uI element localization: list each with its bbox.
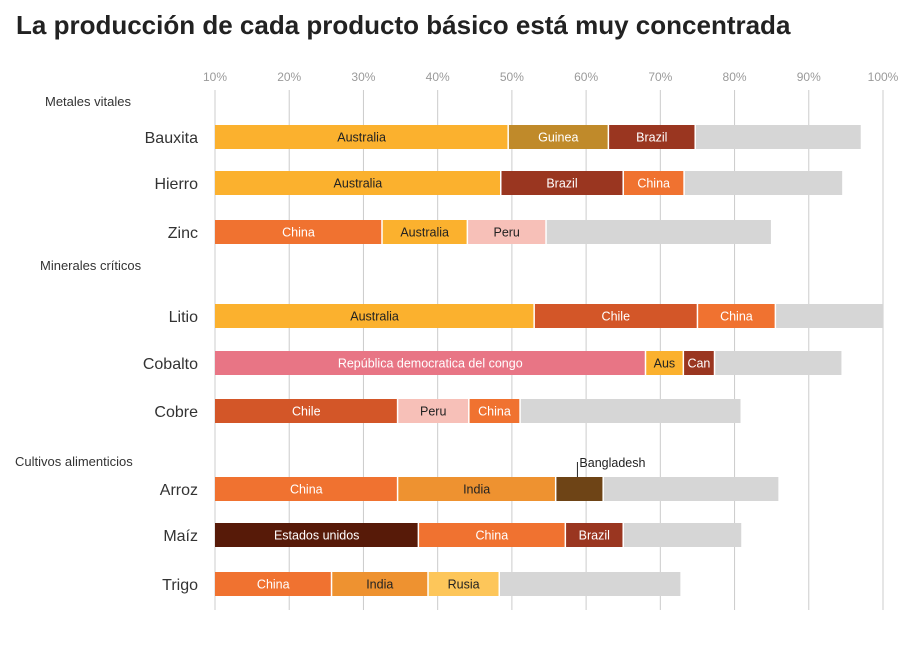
bar-segment-cobalto-can xyxy=(683,351,715,375)
segment-label-arroz-china: China xyxy=(290,483,323,497)
group-label-minerales-criticos: Minerales críticos xyxy=(40,258,142,273)
bar-row-zinc: Zinc China Australia Peru xyxy=(168,220,771,244)
bar-segment-maiz-rest xyxy=(623,523,742,547)
x-tick-label-40: 40% xyxy=(426,70,450,84)
bar-segment-zinc-peru xyxy=(467,220,547,244)
bar-segment-maiz-estados-unidos xyxy=(215,523,419,547)
bar-row-cobalto: Cobalto República democratica del congo Au… xyxy=(143,351,842,375)
category-label-arroz: Arroz xyxy=(160,482,198,499)
bar-row-maiz: Maíz Estados unidos China Brazil xyxy=(163,523,742,547)
category-label-litio: Litio xyxy=(169,309,198,326)
x-tick-label-50: 50% xyxy=(500,70,524,84)
bar-segment-arroz-bangladesh xyxy=(555,477,604,501)
segment-label-cobre-chile: Chile xyxy=(292,405,321,419)
bar-segment-bauxita-rest xyxy=(695,125,861,149)
x-tick-label-100: 100% xyxy=(868,70,899,84)
segment-label-trigo-china: China xyxy=(257,578,290,592)
segment-label-cobalto-republica-democratica-del-congo: República democratica del congo xyxy=(338,357,523,371)
group-label-metales-vitales: Metales vitales xyxy=(45,94,131,109)
segment-label-trigo-india: India xyxy=(366,578,393,592)
bar-segment-hierro-china xyxy=(623,171,685,195)
segment-label-zinc-peru: Peru xyxy=(493,226,519,240)
bar-segment-trigo-rest xyxy=(499,572,681,596)
category-label-cobre: Cobre xyxy=(154,404,198,421)
segment-label-maiz-china: China xyxy=(476,529,509,543)
segment-label-zinc-australia: Australia xyxy=(400,226,449,240)
bar-segment-hierro-brazil xyxy=(500,171,624,195)
bar-segment-cobre-peru xyxy=(397,399,469,423)
bar-row-hierro: Hierro Australia Brazil China xyxy=(154,171,843,195)
bar-segment-cobre-rest xyxy=(520,399,741,423)
x-tick-label-80: 80% xyxy=(723,70,747,84)
x-tick-label-10: 10% xyxy=(203,70,227,84)
bar-segment-litio-rest xyxy=(775,304,883,328)
chart-title: La producción de cada producto básico es… xyxy=(16,10,791,40)
bar-segment-cobalto-aus xyxy=(645,351,684,375)
segment-label-hierro-china: China xyxy=(637,177,670,191)
segment-label-hierro-australia: Australia xyxy=(334,177,383,191)
bar-segment-trigo-rusia xyxy=(428,572,500,596)
bar-segment-cobalto-republica-democratica-del-congo xyxy=(215,351,646,375)
bar-segment-cobalto-rest xyxy=(714,351,842,375)
segment-label-maiz-estados-unidos: Estados unidos xyxy=(274,529,359,543)
segment-label-litio-china: China xyxy=(720,310,753,324)
bar-segment-zinc-rest xyxy=(546,220,771,244)
bar-segment-litio-australia xyxy=(215,304,535,328)
bar-segment-cobre-chile xyxy=(215,399,398,423)
bar-row-trigo: Trigo China India Rusia xyxy=(162,572,681,596)
bar-segment-arroz-china xyxy=(215,477,398,501)
segment-label-litio-australia: Australia xyxy=(350,310,399,324)
bar-segment-cobre-china xyxy=(468,399,521,423)
segment-label-cobre-peru: Peru xyxy=(420,405,446,419)
segment-label-bauxita-guinea: Guinea xyxy=(538,131,578,145)
category-label-maiz: Maíz xyxy=(163,528,198,545)
x-tick-label-70: 70% xyxy=(648,70,672,84)
group-label-cultivos-alimenticios: Cultivos alimenticios xyxy=(15,454,133,469)
segment-label-bauxita-australia: Australia xyxy=(337,131,386,145)
bar-row-arroz: Arroz China India Bangladesh xyxy=(160,456,779,501)
bar-segment-bauxita-australia xyxy=(215,125,509,149)
bar-segment-maiz-brazil xyxy=(565,523,624,547)
category-label-hierro: Hierro xyxy=(154,176,198,193)
x-tick-label-90: 90% xyxy=(797,70,821,84)
bar-row-litio: Litio Australia Chile China xyxy=(169,304,883,328)
category-label-cobalto: Cobalto xyxy=(143,356,198,373)
bar-segment-zinc-china xyxy=(215,220,382,244)
bar-segment-hierro-rest xyxy=(684,171,843,195)
segment-label-cobre-china: China xyxy=(478,405,511,419)
bar-segment-maiz-china xyxy=(418,523,566,547)
bar-segment-hierro-australia xyxy=(215,171,501,195)
bar-segment-arroz-india xyxy=(397,477,556,501)
callout-label-bangladesh: Bangladesh xyxy=(579,456,645,470)
segment-label-arroz-india: India xyxy=(463,483,490,497)
x-tick-label-60: 60% xyxy=(574,70,598,84)
category-label-trigo: Trigo xyxy=(162,577,198,594)
segment-label-trigo-rusia: Rusia xyxy=(448,578,480,592)
category-label-zinc: Zinc xyxy=(168,225,198,242)
bars: Bauxita Australia Guinea Brazil Hierro Austra… xyxy=(143,125,883,596)
segment-label-maiz-brazil: Brazil xyxy=(579,529,610,543)
x-tick-label-30: 30% xyxy=(351,70,375,84)
bar-segment-bauxita-brazil xyxy=(608,125,696,149)
bar-row-bauxita: Bauxita Australia Guinea Brazil xyxy=(145,125,861,149)
group-labels: Metales vitales Minerales críticos Cultivo… xyxy=(15,94,142,469)
x-axis-ticks: 10% 20% 30% 40% 50% 60% 70% 80% 90% 100% xyxy=(203,70,899,84)
bar-segment-bauxita-guinea xyxy=(508,125,609,149)
category-label-bauxita: Bauxita xyxy=(145,130,198,147)
bar-segment-trigo-india xyxy=(331,572,429,596)
segment-label-cobalto-aus: Aus xyxy=(654,357,676,371)
segment-label-zinc-china: China xyxy=(282,226,315,240)
segment-label-bauxita-brazil: Brazil xyxy=(636,131,667,145)
bar-segment-litio-chile xyxy=(534,304,698,328)
x-tick-label-20: 20% xyxy=(277,70,301,84)
bar-segment-arroz-rest xyxy=(603,477,779,501)
bar-segment-zinc-australia xyxy=(382,220,468,244)
segment-label-cobalto-can: Can xyxy=(687,357,710,371)
bar-segment-trigo-china xyxy=(215,572,332,596)
bar-segment-litio-china xyxy=(697,304,776,328)
segment-label-hierro-brazil: Brazil xyxy=(546,177,577,191)
bar-row-cobre: Cobre Chile Peru China xyxy=(154,399,741,423)
segment-label-litio-chile: Chile xyxy=(602,310,631,324)
